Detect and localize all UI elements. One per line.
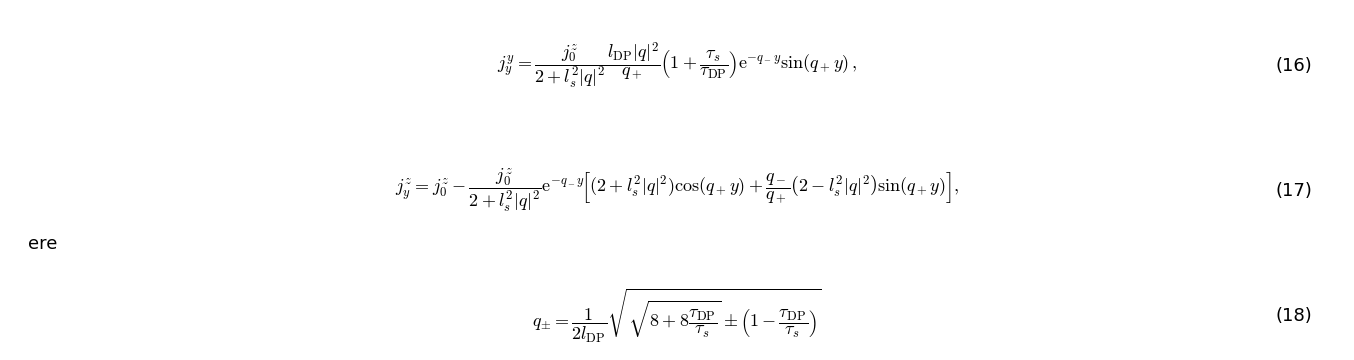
Text: (17): (17) xyxy=(1275,182,1312,200)
Text: $j_y^z = j_0^z - \dfrac{j_0^z}{2+l_s^2|q|^2}\mathrm{e}^{-q_-y}\!\left[(2+l_s^2|q: $j_y^z = j_0^z - \dfrac{j_0^z}{2+l_s^2|q… xyxy=(395,167,959,215)
Text: ere: ere xyxy=(28,235,58,253)
Text: $q_{\pm} = \dfrac{1}{2l_{\mathrm{DP}}}\sqrt{\sqrt{8+8\dfrac{\tau_{\mathrm{DP}}}{: $q_{\pm} = \dfrac{1}{2l_{\mathrm{DP}}}\s… xyxy=(532,287,822,345)
Text: (16): (16) xyxy=(1275,57,1312,75)
Text: (18): (18) xyxy=(1275,307,1312,325)
Text: $j_y^y = \dfrac{j_0^z}{2+l_s^2|q|^2}\dfrac{l_{\mathrm{DP}}|q|^2}{q_+}\left(1+\df: $j_y^y = \dfrac{j_0^z}{2+l_s^2|q|^2}\dfr… xyxy=(497,41,857,91)
